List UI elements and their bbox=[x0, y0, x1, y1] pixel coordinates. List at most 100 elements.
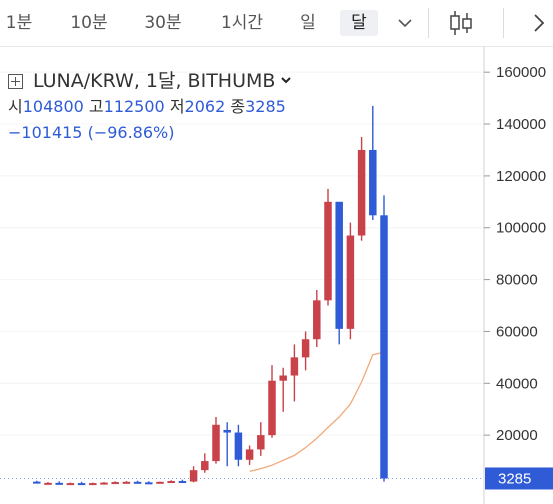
candle-body bbox=[357, 149, 366, 236]
toolbar-divider bbox=[428, 8, 429, 38]
symbol-title[interactable]: LUNA/KRW, 1달, BITHUMB bbox=[33, 70, 276, 92]
candle bbox=[279, 367, 287, 412]
toolbar: 1분 10분 30분 1시간 일 달 bbox=[0, 0, 553, 47]
chevron-right-icon[interactable] bbox=[525, 9, 553, 37]
candle-body bbox=[268, 380, 276, 436]
y-tick-label: 40000 bbox=[496, 375, 538, 392]
timeframe-1min-button[interactable]: 1분 bbox=[5, 13, 33, 33]
candle bbox=[212, 417, 220, 464]
candle-body bbox=[301, 339, 310, 358]
ohlc-row: 시104800 고112500 저2062 종3285 bbox=[8, 94, 293, 120]
chevron-down-icon[interactable] bbox=[394, 10, 416, 36]
timeframe-day-button[interactable]: 일 bbox=[300, 13, 316, 33]
candle bbox=[133, 480, 142, 484]
moving-average-layer bbox=[249, 351, 385, 473]
candle-body bbox=[245, 449, 254, 460]
candle-body bbox=[234, 432, 243, 460]
candle bbox=[245, 445, 254, 465]
candle bbox=[223, 422, 231, 467]
candle-body bbox=[55, 482, 63, 485]
high-value: 112500 bbox=[103, 97, 165, 116]
y-tick-label: 140000 bbox=[496, 116, 546, 133]
open-label: 시 bbox=[8, 97, 23, 116]
candle-body bbox=[133, 481, 142, 484]
candle bbox=[324, 188, 332, 306]
candle bbox=[313, 289, 321, 347]
toolbar-divider bbox=[503, 8, 504, 38]
timeframe-30min-button[interactable]: 30분 bbox=[144, 13, 182, 33]
candle bbox=[290, 344, 299, 402]
candle-body bbox=[145, 482, 153, 485]
close-label: 종 bbox=[230, 97, 246, 116]
candle bbox=[369, 105, 377, 220]
candle-body bbox=[77, 483, 86, 486]
timeframe-1hour-button[interactable]: 1시간 bbox=[220, 13, 264, 33]
candle bbox=[100, 482, 108, 485]
close-value: 3285 bbox=[245, 97, 286, 116]
candle-body bbox=[257, 435, 265, 450]
candle-body bbox=[335, 201, 343, 329]
candle bbox=[189, 466, 198, 483]
add-indicator-icon[interactable] bbox=[8, 74, 23, 89]
candle-body bbox=[33, 481, 41, 484]
candle-body bbox=[279, 375, 287, 381]
candle-body bbox=[290, 357, 299, 376]
candle bbox=[301, 331, 310, 371]
candle bbox=[44, 482, 52, 485]
candle bbox=[111, 481, 119, 485]
candle bbox=[66, 482, 75, 486]
candlestick-icon[interactable] bbox=[446, 8, 476, 38]
candle-body bbox=[324, 201, 332, 301]
candle-body bbox=[122, 481, 131, 484]
y-tick-label: 120000 bbox=[496, 168, 546, 185]
price-axis: 20000 40000 60000 80000 100000 120000 140000 16… bbox=[0, 47, 553, 504]
candle bbox=[380, 195, 388, 482]
y-tick-label: 60000 bbox=[496, 323, 538, 340]
candle bbox=[33, 480, 41, 484]
last-price-tag bbox=[485, 467, 553, 490]
change-text: −101415 (−96.86%) bbox=[8, 123, 175, 142]
candle-body bbox=[380, 215, 388, 479]
low-label: 저 bbox=[169, 97, 185, 116]
y-tick-label: 100000 bbox=[496, 220, 546, 237]
candle bbox=[257, 422, 265, 456]
candle-body bbox=[201, 461, 209, 471]
candle-body bbox=[189, 470, 198, 482]
symbol-row: LUNA/KRW, 1달, BITHUMB bbox=[8, 68, 293, 94]
low-value: 2062 bbox=[184, 97, 226, 116]
timeframe-10min-button[interactable]: 10분 bbox=[70, 13, 108, 33]
open-value: 104800 bbox=[22, 97, 84, 116]
candle-body bbox=[100, 482, 108, 485]
high-label: 고 bbox=[88, 97, 104, 116]
candle bbox=[178, 479, 187, 484]
candle bbox=[89, 482, 97, 486]
candle-body bbox=[346, 235, 355, 329]
candle-body bbox=[223, 429, 231, 433]
candle bbox=[234, 424, 243, 467]
candle-body bbox=[66, 483, 75, 486]
chart-legend: LUNA/KRW, 1달, BITHUMB 시104800 고112500 저2… bbox=[8, 68, 293, 146]
moving-average-line bbox=[249, 351, 385, 473]
candles-layer bbox=[33, 105, 388, 486]
chevron-down-icon[interactable] bbox=[279, 73, 293, 87]
candle-body bbox=[167, 481, 175, 484]
candle bbox=[346, 222, 355, 340]
candle-body bbox=[156, 481, 164, 484]
price-chart[interactable]: 20000 40000 60000 80000 100000 120000 140000 16… bbox=[0, 47, 553, 504]
y-tick-label: 20000 bbox=[496, 427, 538, 444]
candle bbox=[156, 481, 164, 484]
y-tick-label: 80000 bbox=[496, 272, 538, 289]
timeframe-month-button[interactable]: 달 bbox=[340, 10, 378, 36]
candle bbox=[268, 365, 276, 438]
grid-lines bbox=[0, 71, 484, 436]
candle bbox=[167, 480, 175, 484]
candle-body bbox=[313, 300, 321, 340]
candle-body bbox=[212, 424, 220, 462]
candle bbox=[201, 453, 209, 473]
candle-body bbox=[111, 482, 119, 485]
candle bbox=[357, 137, 366, 241]
candle bbox=[55, 481, 63, 485]
candle bbox=[335, 201, 343, 345]
y-tick-label: 160000 bbox=[496, 64, 546, 81]
candle bbox=[122, 481, 131, 484]
